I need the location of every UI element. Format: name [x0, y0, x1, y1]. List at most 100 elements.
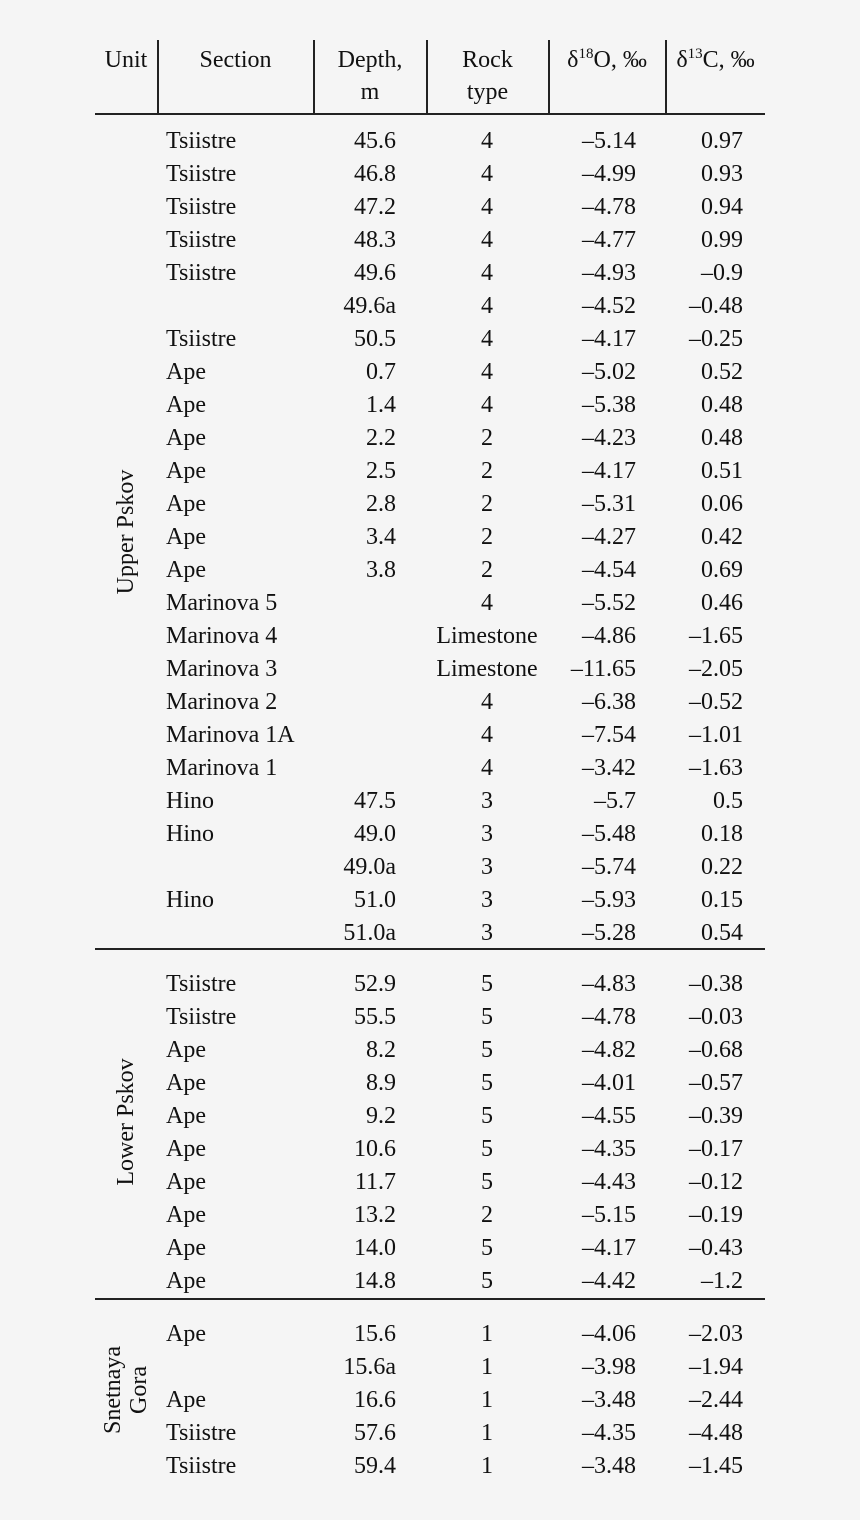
d18o-cell: –4.78 — [582, 194, 636, 220]
d13c-cell: 0.69 — [701, 557, 743, 583]
d18o-cell: –4.17 — [582, 1235, 636, 1261]
d18o-cell: –4.52 — [582, 293, 636, 319]
depth-cell: 49.6a — [343, 293, 396, 319]
group-separator — [95, 1298, 765, 1300]
rock-type-cell: 3 — [481, 788, 493, 814]
table-row: Tsiistre 50.5 4 –4.17 –0.25 — [0, 323, 860, 356]
depth-cell: 3.4 — [366, 524, 396, 550]
table-row: Tsiistre 46.8 4 –4.99 0.93 — [0, 158, 860, 191]
depth-cell: 45.6 — [354, 128, 396, 154]
d13c-cell: –0.03 — [689, 1004, 743, 1030]
d13c-cell: –1.01 — [689, 722, 743, 748]
d13c-cell: 0.06 — [701, 491, 743, 517]
d18o-cell: –4.99 — [582, 161, 636, 187]
d13c-cell: 0.97 — [701, 128, 743, 154]
rock-type-cell: 2 — [481, 557, 493, 583]
d18o-cell: –5.31 — [582, 491, 636, 517]
d13c-cell: –0.68 — [689, 1037, 743, 1063]
d18o-cell: –5.14 — [582, 128, 636, 154]
header-d13c: δ13C, ‰ — [666, 44, 765, 76]
d13c-cell: –2.03 — [689, 1321, 743, 1347]
rock-type-cell: 4 — [481, 755, 493, 781]
d18o-cell: –4.23 — [582, 425, 636, 451]
depth-cell: 2.8 — [366, 491, 396, 517]
section-cell: Ape — [166, 1202, 206, 1228]
section-cell: Tsiistre — [166, 227, 237, 253]
depth-cell: 2.2 — [366, 425, 396, 451]
d18o-cell: –4.77 — [582, 227, 636, 253]
d13c-cell: 0.54 — [701, 920, 743, 946]
table-header: Unit Section Depth, m Rock type δ18O, ‰ … — [0, 0, 860, 115]
rock-type-cell: 1 — [481, 1420, 493, 1446]
depth-cell: 48.3 — [354, 227, 396, 253]
depth-cell: 55.5 — [354, 1004, 396, 1030]
header-divider — [313, 40, 315, 114]
section-cell: Ape — [166, 1235, 206, 1261]
d18o-cell: –4.27 — [582, 524, 636, 550]
d13c-cell: 0.51 — [701, 458, 743, 484]
depth-cell: 10.6 — [354, 1136, 396, 1162]
header-divider — [665, 40, 667, 114]
d18o-cell: –3.48 — [582, 1387, 636, 1413]
rock-type-cell: 1 — [481, 1387, 493, 1413]
rock-type-cell: 4 — [481, 161, 493, 187]
section-cell: Marinova 1A — [166, 722, 295, 748]
rock-type-cell: 5 — [481, 1268, 493, 1294]
rock-type-cell: 2 — [481, 491, 493, 517]
section-cell: Ape — [166, 524, 206, 550]
table-row: Tsiistre 47.2 4 –4.78 0.94 — [0, 191, 860, 224]
section-cell: Tsiistre — [166, 1420, 237, 1446]
depth-cell: 51.0a — [343, 920, 396, 946]
d13c-cell: –1.94 — [689, 1354, 743, 1380]
d13c-cell: –1.45 — [689, 1453, 743, 1479]
table-row: Ape 3.4 2 –4.27 0.42 — [0, 521, 860, 554]
d18o-cell: –5.02 — [582, 359, 636, 385]
table-row: Marinova 5 4 –5.52 0.46 — [0, 587, 860, 620]
header-rock-line2: type — [466, 79, 509, 105]
section-cell: Ape — [166, 392, 206, 418]
section-cell: Ape — [166, 557, 206, 583]
d13c-cell: –1.2 — [701, 1268, 743, 1294]
table-row: Hino 49.0 3 –5.48 0.18 — [0, 818, 860, 851]
d18o-cell: –5.15 — [582, 1202, 636, 1228]
depth-cell: 11.7 — [354, 1169, 396, 1195]
depth-cell: 52.9 — [354, 971, 396, 997]
d13c-cell: –0.12 — [689, 1169, 743, 1195]
table-row: 15.6a 1 –3.98 –1.94 — [0, 1351, 860, 1384]
depth-cell: 8.9 — [366, 1070, 396, 1096]
table-row: Ape 0.7 4 –5.02 0.52 — [0, 356, 860, 389]
section-cell: Ape — [166, 1321, 206, 1347]
rock-type-cell: 3 — [481, 887, 493, 913]
table-row: Ape 1.4 4 –5.38 0.48 — [0, 389, 860, 422]
table-row: Ape 10.6 5 –4.35 –0.17 — [0, 1133, 860, 1166]
section-cell: Tsiistre — [166, 1004, 237, 1030]
header-d18o-sup: 18 — [578, 46, 594, 62]
d18o-cell: –4.86 — [582, 623, 636, 649]
d18o-cell: –3.48 — [582, 1453, 636, 1479]
section-cell: Ape — [166, 1037, 206, 1063]
depth-cell: 9.2 — [366, 1103, 396, 1129]
depth-cell: 14.8 — [354, 1268, 396, 1294]
d13c-cell: –1.63 — [689, 755, 743, 781]
table-row: Ape 11.7 5 –4.43 –0.12 — [0, 1166, 860, 1199]
section-cell: Marinova 3 — [166, 656, 278, 682]
depth-cell: 59.4 — [354, 1453, 396, 1479]
header-d13c-sup: 13 — [687, 46, 703, 62]
section-cell: Tsiistre — [166, 1453, 237, 1479]
d18o-cell: –4.83 — [582, 971, 636, 997]
d18o-cell: –5.28 — [582, 920, 636, 946]
d13c-cell: 0.46 — [701, 590, 743, 616]
table-row: Ape 14.8 5 –4.42 –1.2 — [0, 1265, 860, 1298]
rock-type-cell: 4 — [481, 392, 493, 418]
rock-type-cell: 4 — [481, 689, 493, 715]
header-d18o-delta: δ — [567, 47, 579, 73]
rock-type-cell: 1 — [481, 1321, 493, 1347]
d18o-cell: –4.17 — [582, 326, 636, 352]
section-cell: Ape — [166, 425, 206, 451]
depth-cell: 51.0 — [354, 887, 396, 913]
rock-type-cell: 2 — [481, 425, 493, 451]
d13c-cell: 0.15 — [701, 887, 743, 913]
depth-cell: 16.6 — [354, 1387, 396, 1413]
d13c-cell: –0.25 — [689, 326, 743, 352]
d18o-cell: –7.54 — [582, 722, 636, 748]
